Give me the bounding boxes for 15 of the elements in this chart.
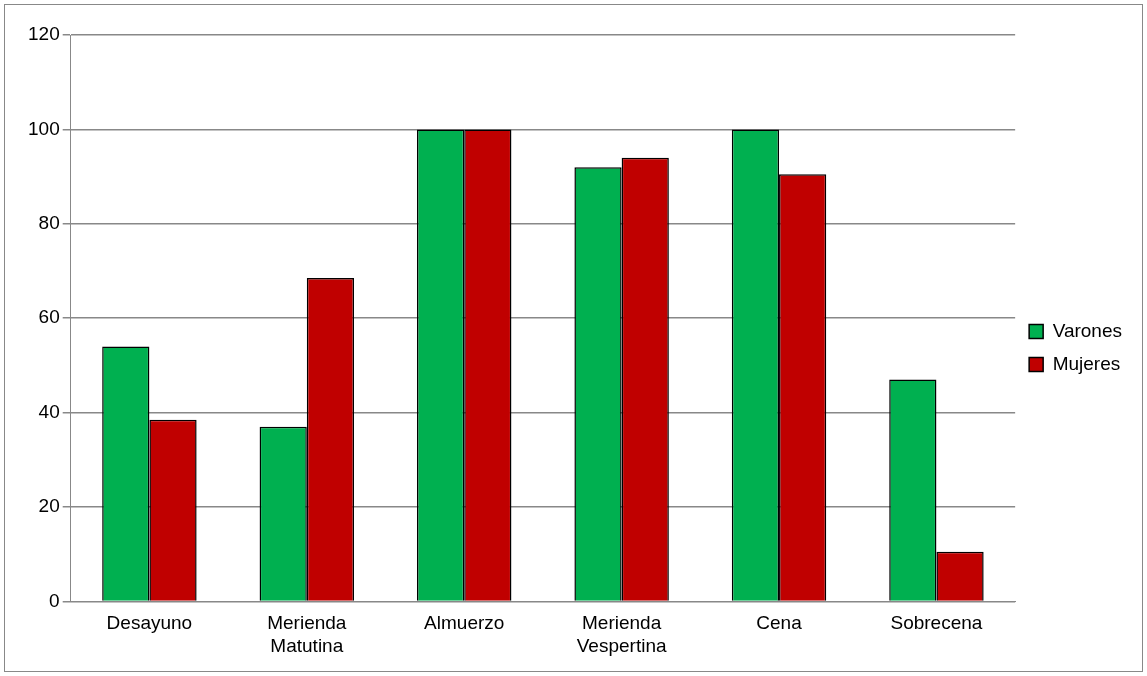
x-tick-label: Merienda Matutina: [267, 612, 347, 656]
y-tick-label: 0: [49, 589, 60, 611]
x-tick-label: Desayuno: [106, 612, 193, 634]
x-tick-label: Cena: [756, 612, 803, 634]
legend-label: Varones: [1052, 319, 1122, 341]
y-tick-label: 40: [38, 400, 60, 422]
x-tick-label: Sobrecena: [890, 612, 983, 634]
x-tick-label: Almuerzo: [424, 612, 505, 634]
y-tick-label: 80: [38, 212, 60, 234]
x-tick-label: Merienda Vespertina: [576, 612, 667, 656]
y-tick-label: 20: [38, 495, 60, 517]
y-tick-label: 120: [28, 23, 60, 45]
y-tick-label: 100: [28, 117, 60, 139]
legend-label: Mujeres: [1052, 352, 1121, 374]
y-tick-label: 60: [38, 306, 60, 328]
